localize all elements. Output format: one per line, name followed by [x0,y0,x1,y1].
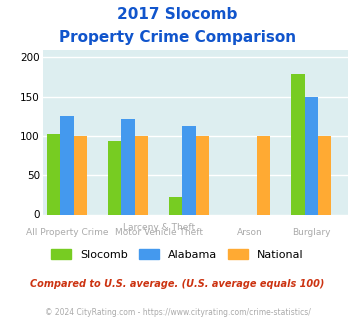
Bar [135,136,148,214]
Bar [74,136,87,214]
Text: Burglary: Burglary [292,228,331,237]
Bar [182,126,196,214]
Bar [196,136,209,214]
Bar [108,142,121,214]
Bar [291,74,305,214]
Bar [169,197,182,215]
Bar [305,97,318,214]
Bar [121,119,135,214]
Text: 2017 Slocomb: 2017 Slocomb [117,7,238,21]
Text: © 2024 CityRating.com - https://www.cityrating.com/crime-statistics/: © 2024 CityRating.com - https://www.city… [45,308,310,316]
Bar [318,136,332,214]
Text: Arson: Arson [237,228,263,237]
Text: Property Crime Comparison: Property Crime Comparison [59,30,296,45]
Legend: Slocomb, Alabama, National: Slocomb, Alabama, National [47,245,308,264]
Text: Motor Vehicle Theft: Motor Vehicle Theft [115,228,203,237]
Bar [60,116,74,214]
Text: All Property Crime: All Property Crime [26,228,108,237]
Text: Compared to U.S. average. (U.S. average equals 100): Compared to U.S. average. (U.S. average … [30,279,325,289]
Text: Larceny & Theft: Larceny & Theft [122,223,195,232]
Bar [47,134,60,214]
Bar [257,136,271,214]
